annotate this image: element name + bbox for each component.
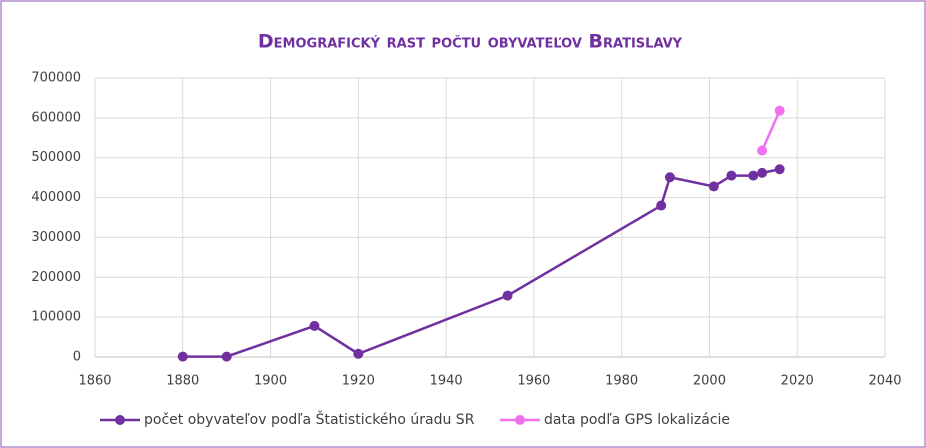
data-point [502,290,513,301]
data-point [177,351,188,362]
x-tick-label: 1860 [78,374,111,389]
x-tick-label: 1900 [254,374,287,389]
x-tick-label: 1980 [605,374,638,389]
y-tick-label: 500000 [31,150,81,165]
legend-label: počet obyvateľov podľa Štatistického úra… [144,410,475,428]
y-tick-label: 200000 [31,270,81,285]
legend-marker [115,415,125,425]
data-point [726,170,737,181]
y-tick-label: 300000 [31,230,81,245]
data-point [708,181,719,192]
data-point [757,167,768,178]
legend-label: data podľa GPS lokalizácie [544,412,730,428]
y-tick-label: 700000 [31,71,81,86]
data-point [748,170,759,181]
legend-marker [515,415,525,425]
data-point [774,105,785,116]
x-tick-label: 2020 [781,374,814,389]
data-point [774,164,785,175]
data-point [221,351,232,362]
data-point [757,145,768,156]
y-tick-label: 0 [73,350,81,365]
y-tick-label: 400000 [31,190,81,205]
data-point [656,200,667,211]
x-tick-label: 1920 [342,374,375,389]
data-point [353,348,364,359]
x-tick-label: 2040 [868,374,901,389]
data-point [309,320,320,331]
chart-title: Demografický rast počtu obyvateľov Brati… [258,31,683,53]
y-tick-label: 600000 [31,110,81,125]
x-tick-label: 1960 [517,374,550,389]
x-tick-label: 1880 [166,374,199,389]
series-line [760,110,781,152]
data-point [664,172,675,183]
x-tick-label: 1940 [430,374,463,389]
x-tick-label: 2000 [693,374,726,389]
y-tick-label: 100000 [31,310,81,325]
